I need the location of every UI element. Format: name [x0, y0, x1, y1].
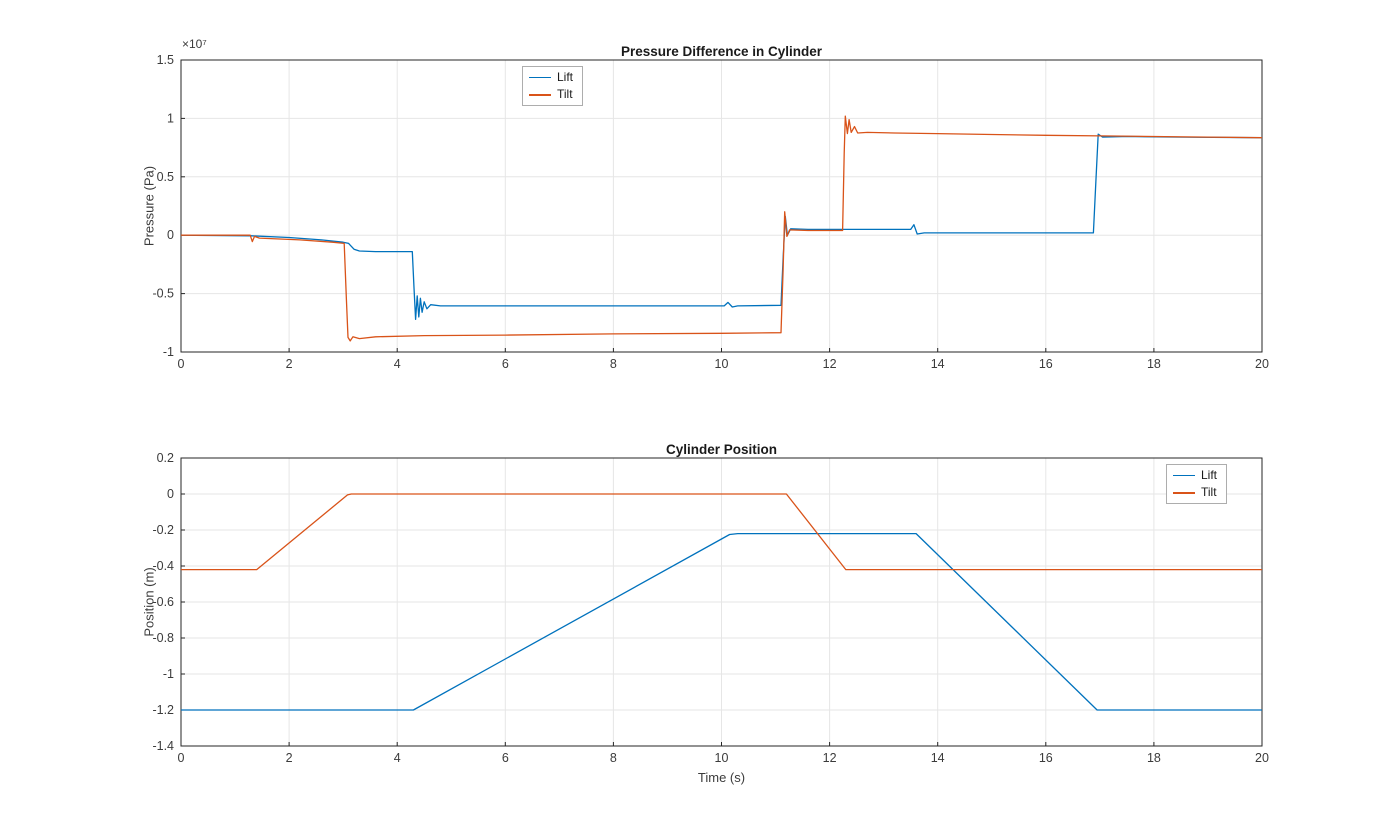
x-tick-label: 4 [394, 751, 401, 765]
y-tick-label: -0.5 [152, 287, 174, 301]
y-tick-label: -1.2 [152, 703, 174, 717]
x-tick-label: 12 [823, 357, 837, 371]
x-tick-label: 6 [502, 751, 509, 765]
y-tick-label: -1.4 [152, 739, 174, 753]
legend-label-tilt: Tilt [1201, 485, 1217, 500]
y-tick-label: -0.6 [152, 595, 174, 609]
tilt-line-swatch [529, 93, 551, 96]
y-tick-label: 0 [167, 228, 174, 242]
y-tick-label: -0.4 [152, 559, 174, 573]
x-tick-label: 0 [178, 357, 185, 371]
x-tick-label: 2 [286, 751, 293, 765]
x-tick-label: 20 [1255, 751, 1269, 765]
x-tick-label: 12 [823, 751, 837, 765]
chart1-title: Pressure Difference in Cylinder [620, 44, 823, 59]
y-tick-label: -1 [163, 667, 174, 681]
lift-line-swatch [529, 76, 551, 79]
x-tick-label: 14 [931, 357, 945, 371]
x-tick-label: 10 [715, 751, 729, 765]
chart2-legend: Lift Tilt [1166, 464, 1228, 505]
y-tick-label: 0.5 [157, 170, 174, 184]
legend-item-lift: Lift [1173, 468, 1218, 482]
legend-item-lift: Lift [529, 70, 574, 84]
y-tick-label: 1 [167, 111, 174, 125]
chart1-legend: Lift Tilt [522, 66, 584, 107]
x-tick-label: 6 [502, 357, 509, 371]
x-tick-label: 14 [931, 751, 945, 765]
x-tick-label: 20 [1255, 357, 1269, 371]
legend-label-tilt: Tilt [557, 87, 573, 102]
y-tick-label: 0.2 [157, 451, 174, 465]
y-tick-label: 0 [167, 487, 174, 501]
legend-label-lift: Lift [1201, 468, 1218, 482]
x-tick-label: 16 [1039, 357, 1053, 371]
chart2-ylabel: Position (m) [141, 567, 157, 637]
chart1-ylabel: Pressure (Pa) [141, 165, 157, 247]
chart2-title: Cylinder Position [665, 442, 777, 457]
y-tick-label: -0.8 [152, 631, 174, 645]
chart2-xlabel: Time (s) [697, 770, 746, 785]
x-tick-label: 8 [610, 751, 617, 765]
x-tick-label: 10 [715, 357, 729, 371]
series-line-tilt [181, 115, 1263, 342]
series-line-lift [180, 133, 1263, 320]
legend-label-lift: Lift [557, 70, 574, 84]
lift-line-swatch [1173, 474, 1195, 477]
tilt-line-swatch [1173, 491, 1195, 494]
legend-item-tilt: Tilt [1173, 485, 1217, 500]
series-line-tilt [181, 493, 1262, 571]
x-tick-label: 18 [1147, 357, 1161, 371]
series-line-lift [181, 532, 1262, 711]
x-tick-label: 18 [1147, 751, 1161, 765]
x-tick-label: 16 [1039, 751, 1053, 765]
y-tick-label: -1 [163, 345, 174, 359]
y-tick-label: -0.2 [152, 523, 174, 537]
x-tick-label: 4 [394, 357, 401, 371]
chart1-y-exponent: ×10⁷ [182, 37, 207, 51]
legend-item-tilt: Tilt [529, 87, 573, 102]
x-tick-label: 2 [286, 357, 293, 371]
x-tick-label: 8 [610, 357, 617, 371]
y-tick-label: 1.5 [157, 53, 174, 67]
x-tick-label: 0 [178, 751, 185, 765]
